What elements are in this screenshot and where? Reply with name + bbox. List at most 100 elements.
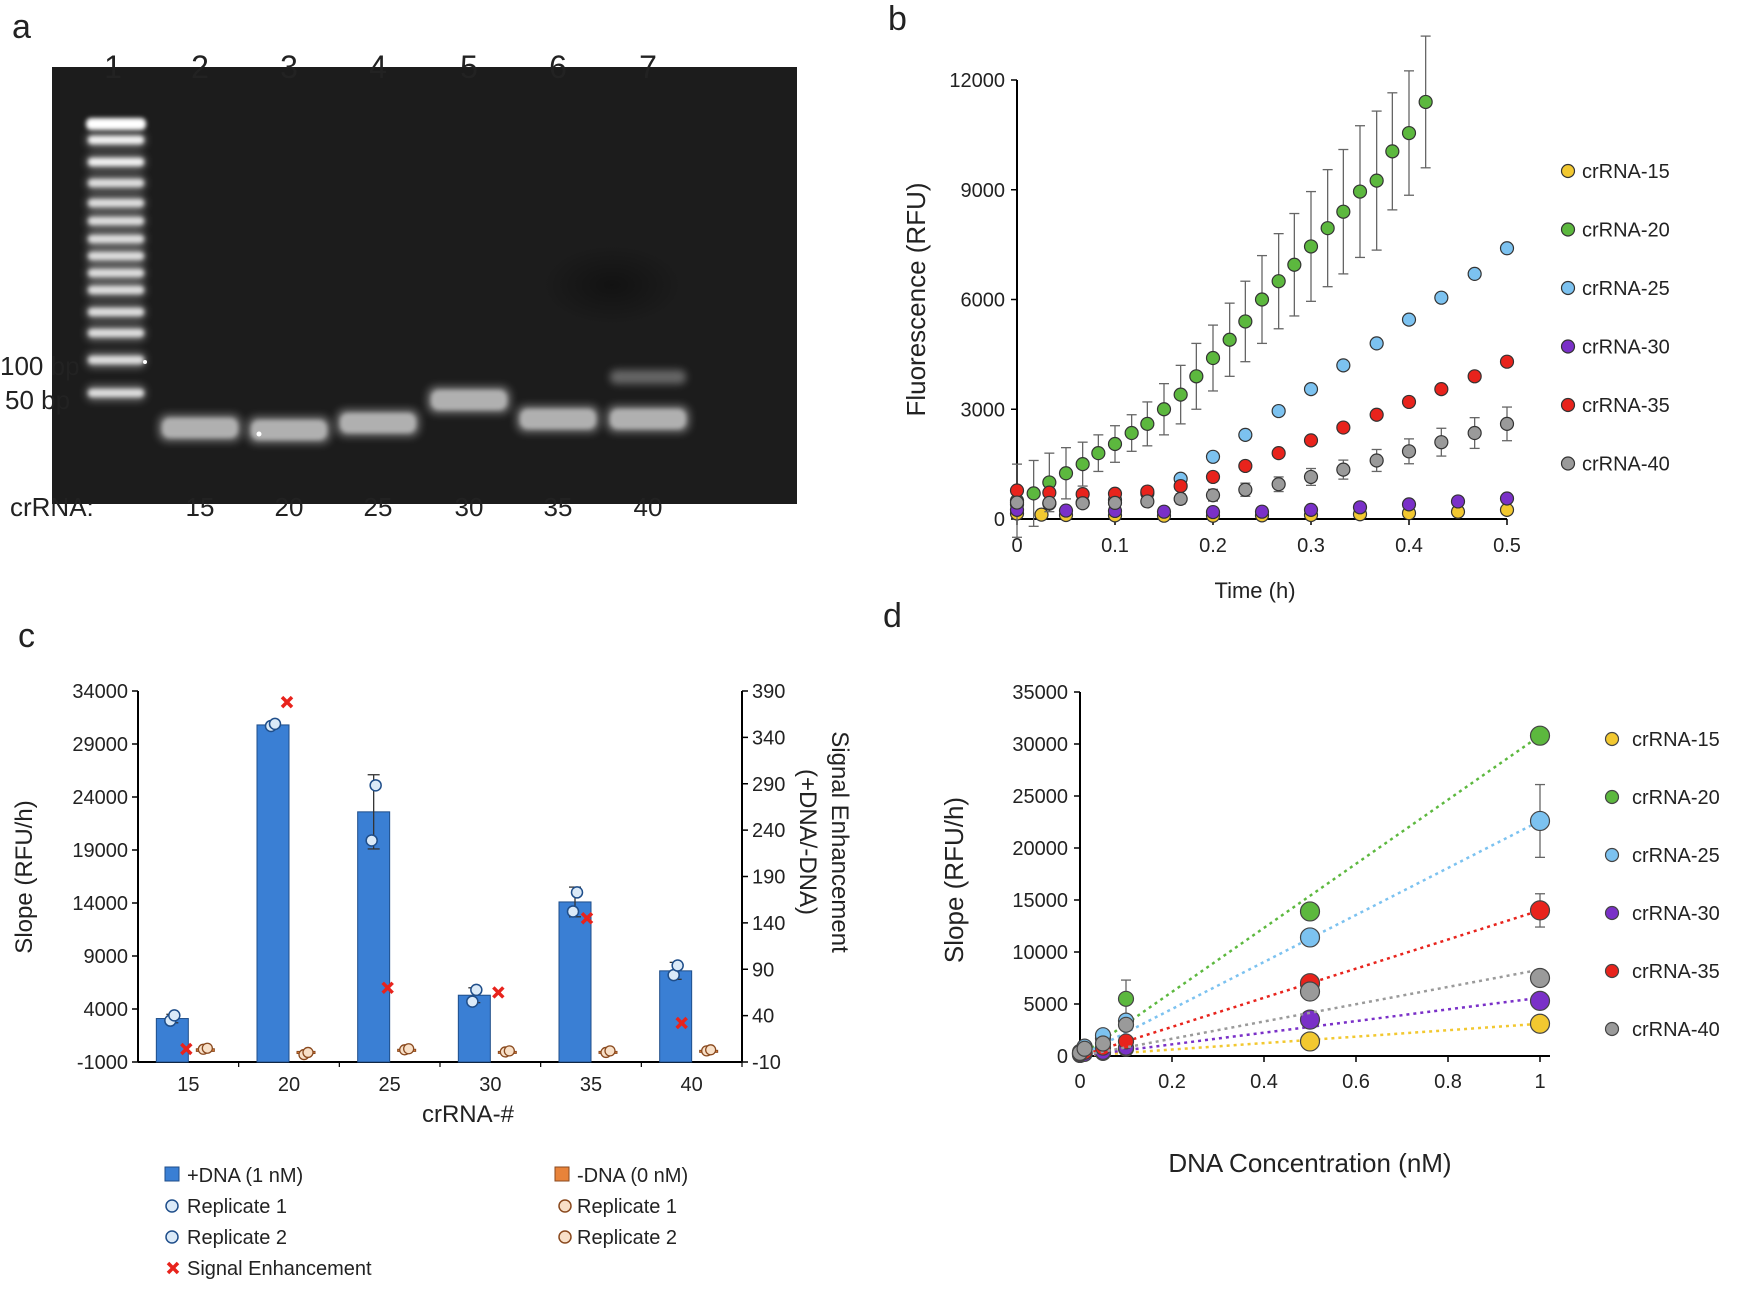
bar-plus-dna-40 <box>659 970 693 1063</box>
data-point-crrna-35 <box>1529 900 1551 921</box>
data-point-crrna-40 <box>1107 495 1123 511</box>
y2-axis-title-line1: Signal Enhancement <box>826 731 853 953</box>
crrna-value-20: 20 <box>275 492 304 522</box>
ladder-band <box>88 136 144 144</box>
legend-marker-crrna-25 <box>1560 280 1576 296</box>
data-point-crrna-35 <box>1117 1033 1135 1050</box>
panel-c-chart: -1000 4000 9000 14000 19000 24000 29000 34000 -1… <box>11 681 853 1280</box>
y2-tick-label-40: 40 <box>752 1006 774 1028</box>
replicate2-plus-25 <box>369 779 382 792</box>
data-point-crrna-20 <box>1173 387 1188 402</box>
x-tick-label-25: 25 <box>379 1074 401 1096</box>
y2-axis-title-line2: (+DNA/-DNA) <box>794 769 821 915</box>
data-point-crrna-20 <box>1385 144 1400 159</box>
legend-label-crrna-40: crRNA-40 <box>1582 454 1670 476</box>
legend-label-crrna-20: crRNA-20 <box>1582 220 1670 242</box>
data-point-crrna-40 <box>1434 435 1449 450</box>
bar-plus-dna-20 <box>256 724 290 1063</box>
legend-label-crrna-30: crRNA-30 <box>1632 903 1720 925</box>
data-point-crrna-35 <box>1467 369 1482 384</box>
data-point-crrna-20 <box>1369 173 1384 188</box>
lane-number-1: 1 <box>104 49 122 85</box>
x-tick-label-0: 0 <box>1074 1071 1085 1093</box>
replicate2-minus-15 <box>201 1042 213 1054</box>
data-point-crrna-35 <box>1238 458 1253 474</box>
ladder-band <box>88 235 144 243</box>
y-tick-label-4000: 4000 <box>84 999 129 1021</box>
data-point-crrna-35 <box>1401 394 1417 410</box>
data-point-crrna-20 <box>1075 457 1090 472</box>
data-point-crrna-40 <box>1401 444 1417 459</box>
data-point-crrna-40 <box>1369 453 1384 468</box>
y-axis-title: Slope (RFU/h) <box>939 797 969 963</box>
x-tick-label-0.5: 0.5 <box>1493 535 1521 557</box>
data-point-crrna-20 <box>1418 94 1433 110</box>
data-point-crrna-15 <box>1299 1031 1321 1052</box>
lane-number-7: 7 <box>639 49 657 85</box>
sample-band <box>251 420 327 440</box>
data-point-crrna-25 <box>1336 358 1351 373</box>
signal-enhancement-stroke <box>280 695 294 709</box>
data-point-crrna-20 <box>1140 416 1155 431</box>
ladder-band <box>88 252 144 260</box>
data-point-crrna-25 <box>1434 290 1449 305</box>
data-point-crrna-35 <box>1271 446 1286 461</box>
x-axis-title: DNA Concentration (nM) <box>1168 1148 1451 1178</box>
data-point-crrna-40 <box>1117 1016 1135 1033</box>
data-point-crrna-25 <box>1238 427 1253 442</box>
data-point-crrna-25 <box>1271 403 1286 419</box>
ladder-band <box>88 158 144 166</box>
x-tick-label-20: 20 <box>278 1074 300 1096</box>
data-point-crrna-20 <box>1117 990 1135 1007</box>
lane-number-5: 5 <box>460 49 478 85</box>
legend-marker-crrna-30 <box>1604 905 1620 921</box>
data-point-crrna-35 <box>1205 469 1221 485</box>
data-point-crrna-40 <box>1205 488 1221 503</box>
y-tick-label-9000: 9000 <box>961 180 1006 202</box>
legend-marker-crrna-20 <box>1560 222 1576 237</box>
legend-label-crrna-35: crRNA-35 <box>1582 395 1670 417</box>
lane-numbers: 1 2 3 4 5 6 7 <box>104 49 657 85</box>
legend-marker-plus-dna <box>164 1166 180 1182</box>
x-tick-label-15: 15 <box>177 1074 199 1096</box>
x-axis-title: Time (h) <box>1214 578 1295 603</box>
panel-letter-d: d <box>883 597 902 635</box>
replicate2-minus-40 <box>705 1044 717 1056</box>
legend-label-plus-dna: +DNA (1 nM) <box>187 1165 303 1187</box>
data-point-crrna-20 <box>1254 292 1270 307</box>
data-point-crrna-20 <box>1271 274 1286 289</box>
data-point-crrna-25 <box>1401 312 1417 327</box>
trendline-crrna-40 <box>1079 968 1541 1058</box>
data-point-crrna-30 <box>1254 504 1270 519</box>
sample-band-upper <box>610 370 686 384</box>
data-point-crrna-20 <box>1303 239 1319 254</box>
x-tick-label-1: 1 <box>1534 1071 1545 1093</box>
y-axis-title: Slope (RFU/h) <box>11 800 38 953</box>
y-tick-label-0: 0 <box>1057 1046 1068 1068</box>
data-point-crrna-40 <box>1529 967 1551 989</box>
data-point-crrna-40 <box>1271 477 1286 492</box>
replicate2-minus-25 <box>403 1043 415 1055</box>
legend-marker-crrna-25 <box>1604 847 1620 863</box>
data-point-crrna-35 <box>1173 478 1188 494</box>
crrna-values: 15 20 25 30 35 40 <box>186 492 663 522</box>
legend-marker-replicate1-plus <box>165 1199 179 1213</box>
replicate2-plus-20 <box>268 717 282 731</box>
y-tick-label-0: 0 <box>994 509 1005 531</box>
data-point-crrna-20 <box>1205 350 1221 366</box>
y-tick-label-9000: 9000 <box>84 946 129 968</box>
data-point-crrna-25 <box>1369 336 1384 351</box>
ladder-band <box>88 329 144 337</box>
legend-marker-minus-dna <box>554 1166 570 1182</box>
data-point-crrna-20 <box>1058 466 1074 481</box>
data-point-crrna-20 <box>1222 332 1237 347</box>
x-tick-label-35: 35 <box>580 1074 602 1096</box>
legend-label-crrna-25: crRNA-25 <box>1632 845 1720 867</box>
y2-tick-label-90: 90 <box>752 959 774 981</box>
crrna-value-30: 30 <box>455 492 484 522</box>
y-tick-label-3000: 3000 <box>961 399 1006 421</box>
y-tick-label-12000: 12000 <box>949 70 1005 92</box>
data-point-crrna-25 <box>1303 382 1319 397</box>
y-tick-label-34000: 34000 <box>72 681 128 703</box>
